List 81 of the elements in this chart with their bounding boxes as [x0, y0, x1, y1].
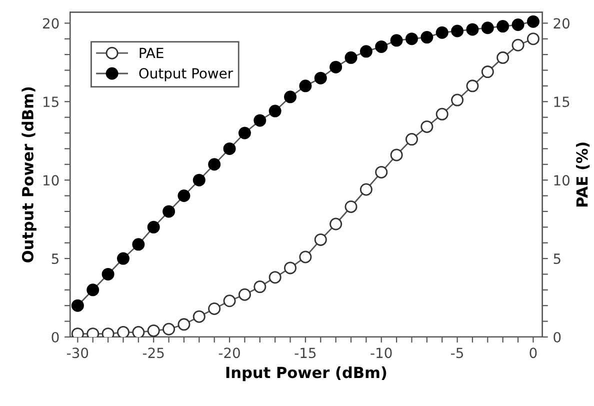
legend-label: PAE — [140, 48, 164, 58]
point — [223, 294, 236, 308]
y-axis-title: Output Power (dBm) — [22, 87, 36, 262]
point — [284, 90, 297, 104]
point — [451, 24, 464, 38]
point — [496, 51, 510, 64]
point — [344, 200, 358, 213]
x-axis-title: Input Power (dBm) — [226, 366, 386, 382]
point — [238, 126, 251, 140]
point — [512, 38, 524, 52]
point — [254, 280, 266, 294]
x-tick-label: -30 — [67, 348, 88, 358]
point — [116, 252, 130, 265]
point — [375, 40, 388, 53]
point — [254, 114, 266, 127]
point — [360, 183, 372, 196]
point — [466, 23, 479, 36]
point — [330, 218, 342, 230]
point — [466, 80, 479, 92]
point — [208, 158, 221, 171]
y-tick-label: 10 — [44, 175, 59, 186]
point — [436, 26, 448, 39]
point — [405, 32, 418, 46]
legend-label: Output Power — [139, 68, 234, 82]
y-tick-label: 0 — [52, 332, 59, 342]
point — [268, 271, 282, 284]
point — [344, 51, 358, 64]
point — [208, 302, 221, 315]
point — [390, 148, 403, 162]
y-tick-label: 20 — [43, 18, 59, 29]
point — [526, 15, 540, 28]
x-tick-label: -5 — [451, 348, 463, 358]
point — [496, 20, 510, 33]
x-tick-label: 0 — [530, 348, 537, 358]
point — [481, 66, 494, 78]
point — [314, 72, 327, 84]
y2-tick-label: 10 — [554, 175, 570, 186]
point — [147, 220, 160, 234]
point — [86, 284, 100, 296]
point — [481, 22, 494, 34]
x-tick-label: -20 — [218, 348, 240, 358]
point — [390, 34, 403, 47]
point — [420, 31, 434, 44]
point — [192, 310, 206, 323]
point — [268, 104, 282, 118]
point — [223, 142, 236, 155]
point — [116, 326, 130, 337]
x-tick-label: -10 — [370, 348, 392, 358]
point — [451, 94, 464, 106]
point — [102, 268, 114, 280]
y2-tick-label: 5 — [554, 254, 560, 264]
point — [360, 45, 372, 58]
point — [436, 108, 448, 120]
point — [375, 166, 388, 178]
point — [162, 322, 176, 336]
y2-tick-label: 0 — [554, 332, 561, 342]
y-tick-label: 15 — [44, 96, 58, 108]
point — [420, 120, 434, 133]
x-tick-label: -15 — [294, 348, 316, 358]
point — [512, 18, 524, 31]
point — [314, 233, 327, 246]
y2-tick-label: 20 — [554, 18, 570, 29]
y2-axis-title: PAE (%) — [576, 142, 590, 207]
point — [299, 80, 312, 92]
x-tick-label: -25 — [142, 348, 164, 358]
point — [147, 324, 160, 337]
point — [162, 205, 176, 218]
point — [405, 133, 418, 146]
point — [330, 60, 342, 74]
point — [284, 262, 297, 274]
point — [132, 326, 145, 337]
y2-tick-label: 15 — [554, 96, 570, 108]
point — [178, 190, 190, 202]
y-tick-label: 5 — [52, 254, 58, 264]
point — [192, 174, 206, 186]
point — [238, 288, 251, 301]
point — [526, 32, 540, 46]
point — [71, 299, 84, 312]
point — [178, 318, 190, 331]
point — [132, 238, 145, 251]
point — [299, 250, 312, 264]
